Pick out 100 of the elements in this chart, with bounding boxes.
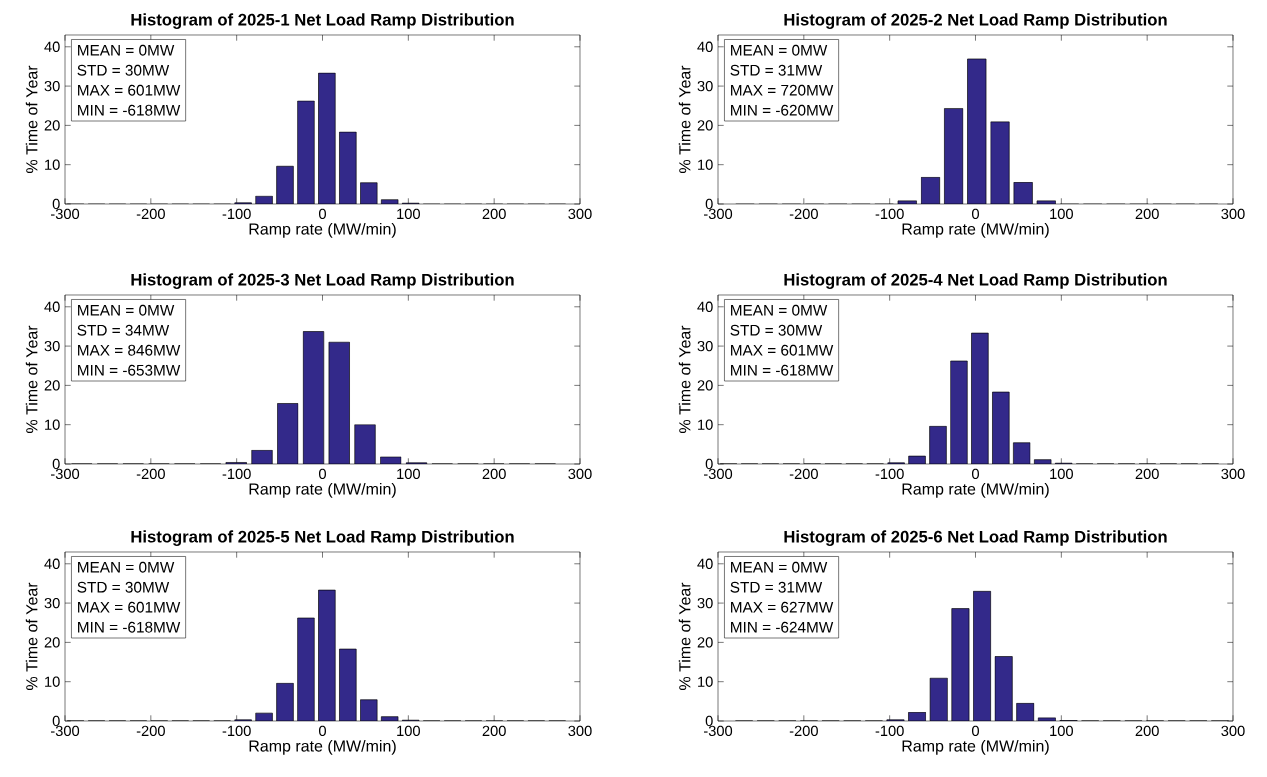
- x-tick-label: 100: [1050, 725, 1073, 737]
- y-tick-label: 30: [697, 80, 713, 92]
- y-tick-label: 40: [697, 41, 713, 52]
- x-tick-label: -200: [789, 468, 818, 480]
- annotation: MAX = 601MW: [78, 601, 181, 613]
- x-tick-label: -100: [875, 208, 904, 220]
- y-tick-label: 30: [44, 340, 60, 352]
- y-tick-label: 40: [44, 558, 60, 569]
- x-tick-label: 300: [1221, 725, 1245, 737]
- chart-title: Histogram of 2025-1 Net Load Ramp Distribution: [131, 13, 514, 29]
- x-axis-title: Ramp rate (MW/min): [902, 222, 1049, 238]
- y-axis-title: % Time of Year: [678, 65, 691, 174]
- y-tick-label: 40: [44, 301, 60, 312]
- x-axis-title: Ramp rate (MW/min): [249, 222, 396, 238]
- y-tick-label: 10: [698, 676, 713, 687]
- y-axis-title: % Time of Year: [678, 325, 691, 434]
- x-tick-label: 300: [1221, 468, 1245, 480]
- annotation: MEAN = 0MW: [731, 44, 828, 56]
- x-tick-label: -100: [222, 725, 251, 737]
- x-tick-label: -300: [50, 208, 80, 220]
- annotation: STD = 31MW: [730, 581, 823, 593]
- y-tick-label: 20: [697, 120, 713, 131]
- x-tick-label: -100: [222, 468, 251, 480]
- x-tick-label: 200: [482, 725, 506, 737]
- y-tick-label: 0: [52, 458, 60, 470]
- annotation: MAX = 627MW: [731, 601, 834, 613]
- annotation: MIN = -618MW: [731, 364, 834, 376]
- x-tick-label: 100: [397, 208, 420, 220]
- x-tick-label: 100: [397, 725, 420, 737]
- y-tick-label: 30: [697, 597, 713, 609]
- x-axis-title: Ramp rate (MW/min): [249, 482, 396, 498]
- x-tick-label: -200: [789, 208, 818, 220]
- chart-title: Histogram of 2025-4 Net Load Ramp Distribution: [784, 273, 1167, 289]
- x-tick-label: 300: [568, 725, 592, 737]
- y-tick-label: 30: [44, 597, 60, 609]
- y-tick-label: 0: [705, 458, 713, 470]
- x-tick-label: 300: [568, 208, 592, 220]
- annotation: MIN = -653MW: [78, 364, 181, 376]
- x-tick-label: -200: [136, 208, 165, 220]
- x-tick-label: 200: [1135, 725, 1159, 737]
- chart-title: Histogram of 2025-6 Net Load Ramp Distribution: [784, 530, 1167, 546]
- chart-title: Histogram of 2025-2 Net Load Ramp Distribution: [784, 13, 1167, 29]
- annotation: STD = 34MW: [77, 324, 170, 336]
- y-tick-label: 20: [44, 380, 60, 391]
- x-tick-label: 200: [482, 468, 506, 480]
- y-tick-label: 20: [44, 637, 60, 648]
- y-tick-label: 30: [697, 340, 713, 352]
- x-tick-label: -100: [875, 468, 904, 480]
- y-tick-label: 40: [44, 41, 60, 52]
- annotation: STD = 31MW: [730, 64, 823, 76]
- x-tick-label: 100: [1050, 468, 1073, 480]
- annotation: MEAN = 0MW: [731, 561, 828, 573]
- y-axis-title: % Time of Year: [678, 582, 691, 691]
- x-tick-label: -300: [703, 725, 733, 737]
- x-tick-label: -200: [789, 725, 818, 737]
- x-tick-label: 0: [971, 468, 979, 480]
- y-tick-label: 10: [698, 419, 713, 430]
- x-tick-label: 0: [318, 725, 326, 737]
- annotation: STD = 30MW: [77, 64, 170, 76]
- y-tick-label: 10: [45, 419, 60, 430]
- x-tick-label: -300: [703, 208, 733, 220]
- x-tick-label: -100: [875, 725, 904, 737]
- y-axis-title: % Time of Year: [25, 65, 38, 174]
- x-tick-label: 0: [971, 725, 979, 737]
- x-tick-label: 200: [1135, 468, 1159, 480]
- y-tick-label: 0: [705, 198, 713, 210]
- y-tick-label: 10: [45, 159, 60, 170]
- x-tick-label: 300: [1221, 208, 1245, 220]
- x-axis-title: Ramp rate (MW/min): [902, 739, 1049, 755]
- annotation: STD = 30MW: [730, 324, 823, 336]
- y-tick-label: 20: [697, 380, 713, 391]
- annotation: MIN = -618MW: [78, 104, 181, 116]
- y-tick-label: 40: [697, 558, 713, 569]
- x-tick-label: 200: [482, 208, 506, 220]
- x-tick-label: 100: [1050, 208, 1073, 220]
- x-tick-label: 100: [397, 468, 420, 480]
- annotation: MEAN = 0MW: [78, 44, 175, 56]
- x-tick-label: -300: [703, 468, 733, 480]
- annotation: MEAN = 0MW: [731, 304, 828, 316]
- y-tick-label: 40: [697, 301, 713, 312]
- annotation: MAX = 720MW: [731, 84, 834, 96]
- y-tick-label: 10: [698, 159, 713, 170]
- x-tick-label: 0: [318, 468, 326, 480]
- x-tick-label: -300: [50, 725, 80, 737]
- y-tick-label: 0: [52, 198, 60, 210]
- y-tick-label: 10: [45, 676, 60, 687]
- y-axis-title: % Time of Year: [25, 582, 38, 691]
- x-tick-label: 200: [1135, 208, 1159, 220]
- x-tick-label: -100: [222, 208, 251, 220]
- y-tick-label: 0: [705, 715, 713, 727]
- annotation: MIN = -624MW: [731, 621, 834, 633]
- annotation: MIN = -620MW: [731, 104, 834, 116]
- x-tick-label: -300: [50, 468, 80, 480]
- annotation: MAX = 601MW: [731, 344, 834, 356]
- annotation: MIN = -618MW: [78, 621, 181, 633]
- y-tick-label: 30: [44, 80, 60, 92]
- annotation: MAX = 601MW: [78, 84, 181, 96]
- x-tick-label: -200: [136, 468, 165, 480]
- annotation: MEAN = 0MW: [78, 561, 175, 573]
- x-tick-label: -200: [136, 725, 165, 737]
